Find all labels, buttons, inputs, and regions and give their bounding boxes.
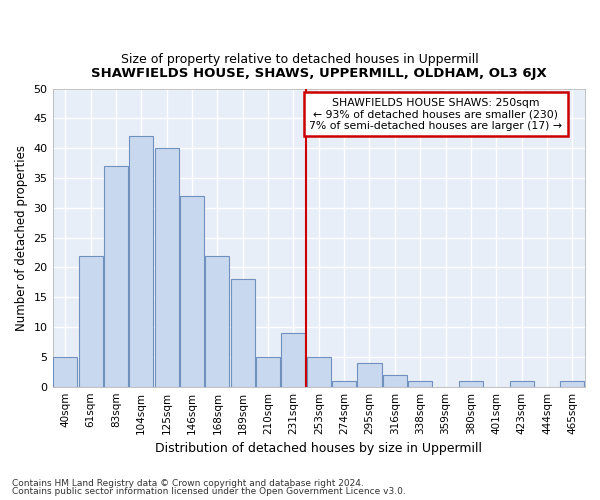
Bar — [155, 148, 179, 386]
Text: Contains HM Land Registry data © Crown copyright and database right 2024.: Contains HM Land Registry data © Crown c… — [12, 478, 364, 488]
Bar — [129, 136, 154, 386]
Bar — [332, 380, 356, 386]
Text: Size of property relative to detached houses in Uppermill: Size of property relative to detached ho… — [121, 52, 479, 66]
Bar — [230, 280, 255, 386]
Bar — [383, 375, 407, 386]
Bar — [205, 256, 229, 386]
Bar — [358, 363, 382, 386]
Bar — [281, 333, 305, 386]
Bar — [307, 357, 331, 386]
Title: SHAWFIELDS HOUSE, SHAWS, UPPERMILL, OLDHAM, OL3 6JX: SHAWFIELDS HOUSE, SHAWS, UPPERMILL, OLDH… — [91, 68, 547, 80]
X-axis label: Distribution of detached houses by size in Uppermill: Distribution of detached houses by size … — [155, 442, 482, 455]
Text: SHAWFIELDS HOUSE SHAWS: 250sqm
← 93% of detached houses are smaller (230)
7% of : SHAWFIELDS HOUSE SHAWS: 250sqm ← 93% of … — [310, 98, 562, 131]
Bar — [79, 256, 103, 386]
Y-axis label: Number of detached properties: Number of detached properties — [15, 144, 28, 330]
Bar — [459, 380, 483, 386]
Bar — [53, 357, 77, 386]
Bar — [408, 380, 432, 386]
Bar — [560, 380, 584, 386]
Bar — [509, 380, 533, 386]
Bar — [180, 196, 204, 386]
Text: Contains public sector information licensed under the Open Government Licence v3: Contains public sector information licen… — [12, 487, 406, 496]
Bar — [104, 166, 128, 386]
Bar — [256, 357, 280, 386]
